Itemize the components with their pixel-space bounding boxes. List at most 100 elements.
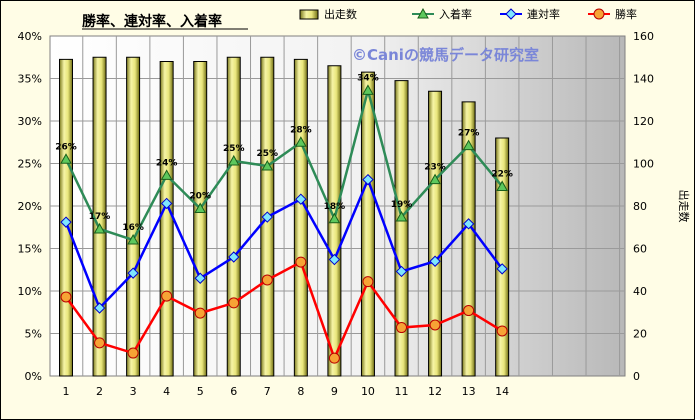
right-tick-label: 20 — [633, 328, 647, 341]
point[interactable] — [261, 274, 273, 286]
point[interactable] — [60, 291, 72, 303]
bar[interactable] — [293, 58, 308, 377]
bar[interactable] — [226, 56, 241, 377]
data-label: 25% — [257, 149, 279, 159]
legend-swatch-bar — [299, 9, 319, 20]
legend-label: 入着率 — [439, 7, 472, 21]
point[interactable] — [328, 212, 341, 224]
bar[interactable] — [193, 61, 208, 377]
point[interactable] — [429, 319, 441, 331]
point[interactable] — [417, 7, 429, 19]
legend-label: 勝率 — [615, 7, 637, 21]
data-label: 20% — [189, 192, 211, 202]
legend-label: 連対率 — [527, 7, 560, 21]
data-label: 26% — [55, 142, 77, 152]
left-tick-label: 40% — [18, 30, 42, 43]
data-label: 24% — [156, 158, 178, 168]
point[interactable] — [362, 173, 374, 186]
right-axis-label: 出走数 — [677, 190, 691, 223]
point[interactable] — [328, 352, 340, 364]
x-tick-label: 12 — [428, 385, 442, 398]
point[interactable] — [160, 169, 173, 180]
point[interactable] — [396, 322, 407, 334]
point[interactable] — [593, 8, 605, 20]
left-tick-label: 20% — [18, 200, 42, 213]
point[interactable] — [362, 276, 374, 288]
point[interactable] — [227, 154, 240, 166]
right-tick-label: 100 — [633, 158, 654, 171]
point[interactable] — [496, 263, 508, 275]
point[interactable] — [127, 347, 139, 359]
point[interactable] — [496, 180, 508, 191]
right-tick-label: 160 — [633, 30, 654, 43]
right-tick-label: 80 — [633, 200, 647, 213]
x-tick-label: 6 — [230, 385, 237, 398]
point[interactable] — [93, 302, 106, 314]
point[interactable] — [496, 325, 508, 337]
point[interactable] — [161, 290, 173, 302]
point[interactable] — [395, 265, 408, 278]
point[interactable] — [462, 218, 475, 230]
series-入着率 — [60, 84, 508, 245]
point[interactable] — [362, 84, 374, 95]
data-label: 23% — [424, 163, 446, 173]
point[interactable] — [261, 160, 274, 171]
axes: 0%5%10%15%20%25%30%35%40%020406080100120… — [18, 30, 654, 398]
bar[interactable] — [495, 137, 510, 377]
point[interactable] — [462, 139, 475, 151]
bar[interactable] — [428, 90, 443, 377]
point[interactable] — [127, 267, 139, 279]
point[interactable] — [160, 197, 173, 210]
series-勝率 — [60, 256, 508, 364]
left-tick-label: 30% — [18, 115, 42, 128]
series-連対率 — [60, 173, 508, 314]
x-tick-label: 7 — [264, 385, 271, 398]
bar[interactable] — [394, 80, 409, 377]
point[interactable] — [395, 211, 408, 222]
bar[interactable] — [126, 56, 141, 377]
point[interactable] — [328, 253, 341, 266]
point[interactable] — [228, 251, 240, 263]
x-tick-label: 1 — [63, 385, 70, 398]
x-tick-label: 2 — [96, 385, 103, 398]
point[interactable] — [93, 222, 106, 234]
point[interactable] — [463, 305, 475, 317]
point[interactable] — [295, 136, 307, 147]
point[interactable] — [194, 202, 207, 214]
point[interactable] — [94, 337, 106, 349]
point[interactable] — [505, 8, 517, 20]
x-tick-label: 13 — [462, 385, 476, 398]
point[interactable] — [127, 233, 139, 245]
chart-title: 勝率、連対率、入着率 — [82, 13, 222, 30]
left-tick-label: 15% — [18, 243, 42, 256]
data-label: 34% — [357, 73, 379, 83]
data-label: 25% — [223, 144, 245, 154]
point[interactable] — [60, 216, 72, 228]
data-label: 17% — [89, 212, 111, 222]
left-tick-label: 10% — [18, 285, 42, 298]
x-tick-label: 8 — [297, 385, 304, 398]
bar[interactable] — [360, 71, 375, 377]
series-line — [64, 260, 503, 362]
left-tick-label: 25% — [18, 158, 42, 171]
bar[interactable] — [159, 61, 174, 377]
watermark: ©Caniの競馬データ研究室 — [352, 46, 539, 64]
point[interactable] — [194, 272, 206, 284]
point[interactable] — [295, 193, 307, 205]
x-tick-label: 14 — [495, 385, 509, 398]
left-tick-label: 0% — [25, 370, 42, 383]
point[interactable] — [228, 297, 240, 309]
point[interactable] — [429, 173, 441, 185]
point[interactable] — [295, 256, 307, 268]
right-tick-label: 120 — [633, 115, 654, 128]
series-line — [64, 176, 504, 311]
line-series — [60, 84, 508, 364]
x-tick-label: 10 — [361, 385, 375, 398]
point[interactable] — [261, 211, 274, 223]
point[interactable] — [194, 307, 206, 319]
x-tick-label: 11 — [395, 385, 409, 398]
point[interactable] — [60, 153, 72, 164]
data-labels: 26% 17% 16% 24% 20% 25% 25% 28% 18% 34% 19% 23% 27% 2… — [55, 73, 513, 233]
point[interactable] — [429, 255, 441, 267]
left-tick-label: 35% — [18, 73, 42, 86]
